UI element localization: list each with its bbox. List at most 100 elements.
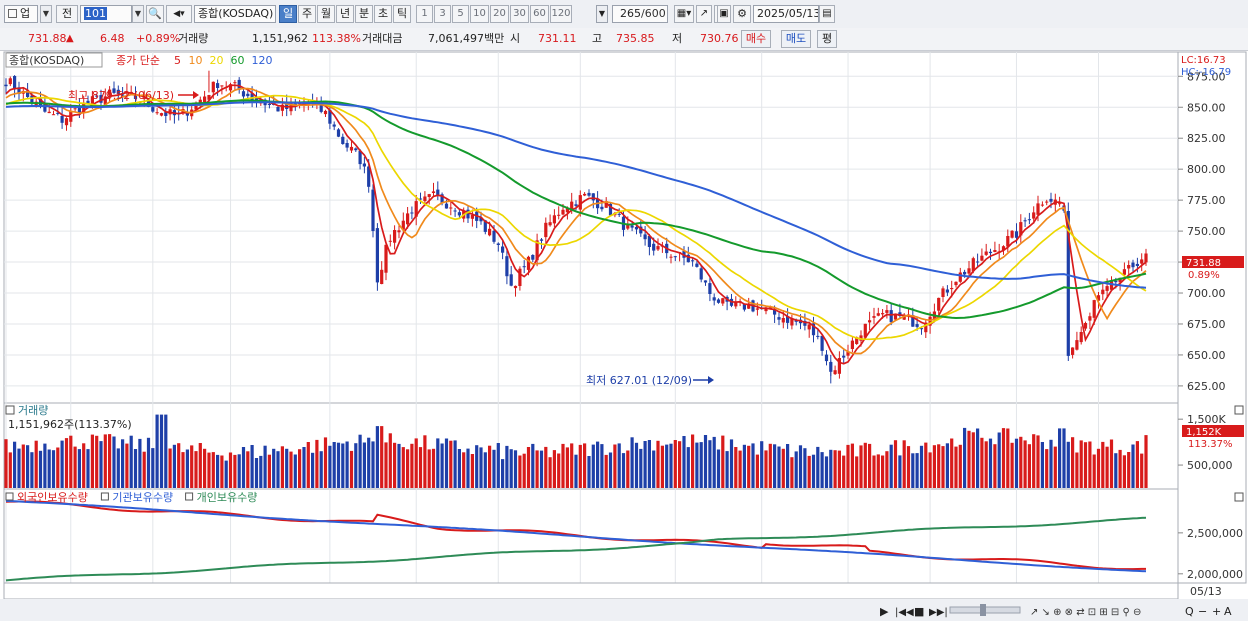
candle-body xyxy=(1036,203,1040,215)
candle-body xyxy=(1071,347,1075,355)
open-label: 시 xyxy=(510,32,521,45)
candle-body xyxy=(56,112,60,114)
first-page-icon[interactable]: |◀◀ xyxy=(895,607,914,618)
code-dropdown-icon[interactable]: ▼ xyxy=(132,5,144,23)
text-tool-icon[interactable]: A xyxy=(1224,605,1232,618)
volume-bar xyxy=(168,448,172,488)
candle-body xyxy=(958,272,962,282)
interval-button[interactable]: 3 xyxy=(434,5,451,23)
prev-button[interactable]: 전 xyxy=(56,5,78,23)
last-price-tag-text: 731.88 xyxy=(1186,258,1221,269)
count-field[interactable]: 265/600 xyxy=(612,5,668,23)
volume-bar xyxy=(470,454,474,488)
volume-bar xyxy=(824,456,829,488)
candle-body xyxy=(976,261,980,263)
volume-bar xyxy=(194,451,198,488)
volume-tag-text: 1,152K xyxy=(1186,427,1222,438)
interval-button[interactable]: 5 xyxy=(452,5,469,23)
zoom-slider-handle[interactable] xyxy=(980,604,986,616)
volume-bar xyxy=(328,445,332,488)
market-select[interactable]: 업 xyxy=(4,5,38,23)
volume-close-icon[interactable] xyxy=(1234,405,1244,415)
candle-body xyxy=(600,206,604,210)
period-tab[interactable]: 분 xyxy=(355,5,373,23)
candle-body xyxy=(833,370,837,375)
period-tab[interactable]: 틱 xyxy=(393,5,411,23)
volume-bar xyxy=(280,446,284,488)
price-change: 6.48 xyxy=(100,32,125,45)
candle-body xyxy=(393,230,397,243)
interval-button[interactable]: 20 xyxy=(490,5,509,23)
candle-body xyxy=(1032,212,1036,219)
holdings-close-icon[interactable] xyxy=(1234,492,1244,502)
volume-bar xyxy=(483,452,487,488)
date-field[interactable]: 2025/05/13 xyxy=(753,5,819,23)
save-icon[interactable]: ▣ xyxy=(717,5,731,23)
zoom-plus-icon[interactable]: + xyxy=(1212,605,1221,618)
period-tab[interactable]: 년 xyxy=(336,5,354,23)
candle-body xyxy=(194,102,198,110)
interval-button[interactable]: 120 xyxy=(550,5,572,23)
tool-icons[interactable]: ↗ ↘ ⊕ ⊗ ⇄ ⊡ ⊞ ⊟ ⚲ ⊖ xyxy=(1030,607,1141,618)
holdings-legend-box-icon xyxy=(100,492,109,501)
holdings-legend-label: 기관보유수량 xyxy=(112,491,173,504)
volume-bar xyxy=(1045,449,1049,488)
interval-button[interactable]: 60 xyxy=(530,5,549,23)
panel-title-box[interactable] xyxy=(5,52,103,68)
interval-dropdown-icon[interactable]: ▼ xyxy=(596,5,608,23)
gear-icon[interactable]: ⚙ xyxy=(733,5,751,23)
stop-icon[interactable]: ■ xyxy=(914,605,924,618)
candle-body xyxy=(1014,231,1019,238)
period-tab[interactable]: 일 xyxy=(279,5,297,23)
interval-button[interactable]: 1 xyxy=(416,5,433,23)
candle-body xyxy=(4,84,8,87)
zoom-minus-icon[interactable]: − xyxy=(1198,605,1207,618)
volume-bar xyxy=(285,448,289,488)
volume-panel-toggle-icon[interactable] xyxy=(5,405,15,415)
volume-bar xyxy=(963,427,967,488)
period-tab[interactable]: 주 xyxy=(298,5,316,23)
volume-bar xyxy=(902,440,906,488)
candle-body xyxy=(790,318,794,326)
interval-button[interactable]: 10 xyxy=(470,5,489,23)
ma-line-60 xyxy=(5,99,1147,320)
volume-bar xyxy=(190,445,194,488)
price-tick-label: 775.00 xyxy=(1187,194,1226,207)
candle-body xyxy=(1058,203,1062,205)
candle-body xyxy=(341,136,345,144)
institution-holdings-line xyxy=(5,499,1147,573)
candle-body xyxy=(522,266,526,268)
candle-body xyxy=(328,109,332,124)
search-icon[interactable]: 🔍 xyxy=(146,5,164,23)
interval-button[interactable]: 30 xyxy=(510,5,529,23)
chart-svg[interactable]: 2024/0405060708091011122025/0102030405 8… xyxy=(0,50,1248,621)
draw-tool-icon[interactable]: ↗ xyxy=(696,5,712,23)
volume-bar xyxy=(1101,441,1105,488)
volume-bar xyxy=(1118,449,1122,488)
candle-body xyxy=(673,256,677,258)
volume-pct: 113.38% xyxy=(312,32,361,45)
volume-bar xyxy=(358,434,362,488)
code-input[interactable]: 101 xyxy=(80,5,132,23)
buy-button[interactable]: 매수 xyxy=(741,30,771,48)
speaker-icon[interactable]: ◀▾ xyxy=(166,5,192,23)
last-page-icon[interactable]: ▶▶| xyxy=(929,607,948,618)
avg-button[interactable]: 평 xyxy=(817,30,837,48)
ma-legend-prefix: 종가 단순 xyxy=(116,54,160,67)
market-dropdown-icon[interactable]: ▼ xyxy=(40,5,52,23)
chart-type-icon[interactable]: ▦▾ xyxy=(674,5,694,23)
amount-value: 7,061,497백만 xyxy=(428,32,505,45)
scroll-right-icon[interactable]: ▶ xyxy=(880,605,889,618)
zoom-in-icon[interactable]: Q xyxy=(1185,605,1194,618)
ma-legend: 5 10 20 60 120 xyxy=(174,54,273,67)
candle-body xyxy=(1049,198,1053,202)
volume-bar xyxy=(716,449,721,488)
candle-body xyxy=(1083,323,1088,329)
candle-body xyxy=(99,95,103,103)
sell-button[interactable]: 매도 xyxy=(781,30,811,48)
period-tab[interactable]: 초 xyxy=(374,5,392,23)
calendar-icon[interactable]: ▤ xyxy=(819,5,835,23)
period-tab[interactable]: 월 xyxy=(317,5,335,23)
candle-body xyxy=(656,246,660,250)
